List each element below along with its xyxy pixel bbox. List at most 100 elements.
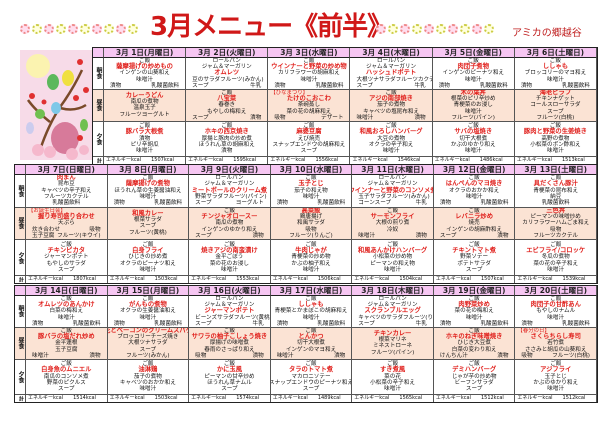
energy-label: エネルギーkcal xyxy=(272,276,308,282)
energy-value: 1506kcal xyxy=(317,276,341,282)
energy-total: エネルギーkcal 1574kcal xyxy=(189,395,271,402)
menu-item: ロールパン xyxy=(215,175,244,182)
menu-item: ジャム＆マーガリン xyxy=(201,64,252,71)
energy-total: エネルギーkcal 1507kcal xyxy=(104,157,187,164)
menu-item: コールスローサラダ xyxy=(530,102,581,109)
menu-item: フルーツ(黄桃) xyxy=(233,314,271,321)
menu-item: 漬物 xyxy=(334,352,346,359)
main-dish: 豚バラの塩だれ炒め xyxy=(37,332,95,340)
menu-item-pair: 大根ツナサラダフルーツカクテル xyxy=(352,77,431,83)
menu-item: ご飯 xyxy=(550,296,562,302)
menu-item: 漬物 xyxy=(252,352,264,359)
menu-item: ご飯 xyxy=(305,361,317,368)
energy-label: エネルギーkcal xyxy=(517,276,553,282)
main-dish: さくらちらし寿司 xyxy=(530,332,581,340)
breakfast-menu-cell: ご飯 肉団子の甘酢あん もやしのナムル 味噌汁 漬物 乳酸菌飲料 xyxy=(515,296,597,328)
energy-value: 1512kcal xyxy=(562,395,586,401)
menu-item: ピーマンの味噌炒め xyxy=(530,213,581,220)
menu-item: マカロニソテー xyxy=(291,373,331,380)
menu-item: 冷奴 xyxy=(386,226,399,233)
menu-item: インゲンのピーナツ和え xyxy=(442,70,505,77)
energy-value: 1504kcal xyxy=(399,276,423,282)
menu-item: スープ xyxy=(358,320,375,327)
event-note: 【春分の日】 xyxy=(517,327,550,334)
main-dish: 白身フライ xyxy=(132,247,164,255)
menu-item: ひじき大豆煮 xyxy=(457,340,491,347)
menu-item: ポテトサラダ xyxy=(457,260,491,267)
menu-item: 味噌汁 xyxy=(136,148,153,155)
menu-item: 乳酸菌飲料 xyxy=(480,200,509,207)
lunch-row-label: 昼食 xyxy=(15,327,26,360)
main-dish: ウインナーと野菜のコンソメ煮 xyxy=(352,186,434,194)
menu-item: 漬物 xyxy=(438,82,450,89)
menu-item: 鶏唐揚げ xyxy=(299,213,323,220)
main-dish: 握り寿司盛り合わせ xyxy=(37,212,95,220)
menu-item-pair: 吸物 フルーツ(白桃) xyxy=(517,353,594,359)
menu-item-pair: 玉子サラダ フルーツ(みかん) xyxy=(354,194,431,200)
breakfast-menu-cell: ロールパン ジャム＆マーガリン オムレツ 豆のサラダ フルーツ(みかん) スープ 牛乳 xyxy=(186,58,269,90)
dinner-menu-cell: ご飯 麻婆豆腐 えび焼売 スナップエンドウの胡麻和え スープ xyxy=(268,121,351,157)
menu-item: 漬物 xyxy=(32,320,44,327)
energy-value: 1556kcal xyxy=(315,157,339,163)
energy-total: エネルギーkcal 1556kcal xyxy=(268,157,351,164)
energy-label: エネルギーkcal xyxy=(270,157,306,163)
week-1-menu-table: 3月 1日(月曜日) 3月 2日(火曜日) 3月 3日(水曜日) 3月 4日(木曜日)… xyxy=(92,47,598,165)
dinner-menu-cell: ご飯 デミハンバーグ じゃが芋の炒め物 ビーフンサラダ スープ xyxy=(433,359,516,395)
menu-item: オクラの生姜醤油和え xyxy=(119,308,176,315)
lunch-menu-cell: ご飯 八宝菜 春巻き もやしの梅和え スープ 漬物 xyxy=(186,89,269,122)
energy-value: 1507kcal xyxy=(151,157,174,163)
menu-item: スープ xyxy=(195,320,212,327)
menu-item-pair: スープ 漬物 xyxy=(191,233,268,239)
main-dish: チキントマト煮 xyxy=(452,247,497,255)
total-row-label: 計 xyxy=(93,157,104,164)
menu-item: ご飯 xyxy=(303,58,315,64)
lunch-menu-cell: 【ひなまつり】 たけのこおこわ 茶碗蒸し 菜の花の胡麻和え 吸物 デザート xyxy=(268,89,351,122)
date-header: 3月 16日(火曜日) xyxy=(189,286,271,296)
menu-item: 味噌汁 xyxy=(139,267,157,274)
menu-item: ご飯 xyxy=(468,175,480,182)
menu-item: 厚揚と豚肉の炒め煮 xyxy=(201,135,252,142)
birds-on-blossom-illustration xyxy=(20,50,92,160)
menu-item: 乳酸菌飲料 xyxy=(480,320,509,327)
menu-item: キャベツのサラダ xyxy=(358,314,404,321)
menu-item: ご飯 xyxy=(468,241,480,248)
main-dish: ししゃも xyxy=(542,63,568,71)
lunch-menu-cell: ご飯 サワラの柚子こしょう焼き 厚揚げの味噌煮 春雨のさっぱり和え 吸物 漬物 xyxy=(189,327,271,360)
menu-item: 漬物 xyxy=(113,320,125,327)
menu-item: 青梗菜の炒め物 xyxy=(291,254,331,261)
energy-value: 1514kcal xyxy=(73,395,96,401)
menu-item-pair: 豆のサラダ フルーツ(みかん) xyxy=(188,77,265,83)
energy-total: エネルギーkcal 1512kcal xyxy=(515,395,597,402)
menu-item: 乳酸菌飲料 xyxy=(562,82,590,89)
menu-item: ピーマンの甘辛炒め xyxy=(204,373,255,380)
menu-item-pair: 漬物 乳酸菌飲料 xyxy=(273,200,350,206)
dinner-menu-cell: ご飯 サバの塩焼き 切干大根煮 かぶのゆかり和え 味噌汁 xyxy=(432,121,515,157)
menu-item: 玉子サラダ xyxy=(358,193,387,200)
menu-item: スープ xyxy=(439,232,457,239)
main-dish: デミハンバーグ xyxy=(452,366,497,374)
breakfast-menu-cell: ご飯 薩摩揚げの炒めもの インゲンの山葵和え 味噌汁 漬物 乳酸菌飲料 xyxy=(104,58,187,90)
main-dish: 肉まん xyxy=(56,175,76,182)
menu-item: フルーツ(パイン) xyxy=(451,114,495,121)
energy-value: 1574kcal xyxy=(236,395,260,401)
menu-item: スープ xyxy=(465,267,483,274)
corner-cell xyxy=(15,165,26,175)
main-dish: 薩摩揚げの煮物 xyxy=(125,180,170,188)
lunch-menu-cell: 海老ピラフ チキンナゲット コールスローサラダ スープ フルーツ(白桃) xyxy=(514,89,597,122)
menu-item: ジャム＆マーガリン xyxy=(367,302,418,309)
total-row-label: 計 xyxy=(15,395,26,402)
menu-item: 漬物 xyxy=(439,320,452,327)
menu-item-pair: 漬物 乳酸菌飲料 xyxy=(270,83,347,89)
menu-item: カリフラワーの胡麻和え xyxy=(278,70,340,77)
menu-item: 味噌汁 xyxy=(547,314,565,321)
menu-item: 切干大根煮 xyxy=(459,135,488,142)
menu-item: ほうれん草の胡麻和え xyxy=(198,142,255,149)
main-dish: 牛肉じゃが xyxy=(295,247,327,255)
menu-item: ご飯 xyxy=(386,241,399,248)
main-dish: 麻婆豆腐 xyxy=(296,128,322,136)
main-dish: 高菜飯 xyxy=(301,207,321,214)
menu-item: 野菜ソテー xyxy=(460,254,489,261)
lunch-menu-cell: 和風カレー 根菜サラダ スープ フルーツ(黄桃) xyxy=(107,207,190,241)
menu-item: 味噌汁 xyxy=(356,114,374,121)
energy-label: エネルギーkcal xyxy=(28,395,64,401)
